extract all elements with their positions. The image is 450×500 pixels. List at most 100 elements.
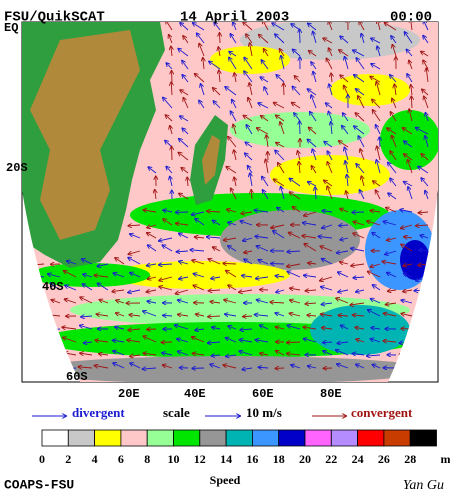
wind-vector [234,73,236,83]
wind-vector [263,190,269,200]
wind-vector [287,354,301,355]
wind-vector [377,46,381,57]
wind-vector [281,56,285,70]
wind-vector [327,151,333,161]
wind-vector [209,290,221,291]
wind-vector [371,328,381,329]
wind-vector [339,225,349,226]
legend-convergent: convergent [351,405,413,420]
colorbar-tick-label: 10 [168,452,180,466]
wind-vector [290,313,301,317]
lat-label: 20S [6,161,28,175]
wind-vector [147,233,157,239]
wind-vector [331,73,332,83]
wind-vector [309,128,317,135]
wind-vector [178,351,189,356]
wind-vector [425,136,429,148]
wind-vector [130,273,141,278]
wind-vector [210,302,221,303]
wind-vector [260,353,269,355]
wind-vector [342,126,349,135]
wind-vector [281,187,285,200]
wind-vector [231,111,237,122]
wind-vector [394,84,396,96]
wind-vector [416,128,429,135]
wind-vector [390,178,397,187]
wind-vector [404,141,413,148]
wind-vector [264,87,269,96]
colorbar-tick-label: 26 [378,452,390,466]
wind-vector [361,34,364,44]
wind-vector [147,225,157,228]
wind-vector [261,116,269,122]
wind-vector [377,146,381,161]
wind-vector [259,35,269,44]
wind-vector [311,95,317,109]
wind-vector [315,187,316,200]
wind-vector [376,190,381,200]
lon-label: 40E [184,387,206,401]
color-box [67,429,96,447]
wind-vector [361,176,364,187]
wind-vector [162,353,173,355]
wind-vector [351,248,365,252]
wind-vector [274,179,285,187]
wind-vector [390,75,397,83]
wind-vector [148,245,157,252]
wind-vector [322,303,333,304]
wind-vector [322,259,333,265]
wind-vector [313,32,317,44]
wind-vector [67,261,77,265]
lon-label: 60E [252,387,274,401]
wind-vector [309,51,317,57]
wind-vector [213,220,221,226]
colorbar-tick-label: 0 [39,452,45,466]
wind-vector [179,233,189,239]
wind-vector [370,339,381,343]
wind-vector [228,285,237,291]
wind-vector [195,219,205,226]
wind-vector [326,103,333,109]
colorbar-title: Speed [210,473,241,487]
wind-vector [258,260,269,265]
wind-vector [242,276,253,277]
author: Yan Gu [403,478,444,493]
wind-vector [81,316,93,317]
wind-vector [249,83,253,96]
wind-vector [166,167,173,174]
wind-vector [310,112,317,122]
wind-vector [280,122,285,135]
wind-vector [143,210,157,212]
wind-vector [324,180,333,187]
wind-vector [62,327,77,329]
wind-vector [245,142,253,148]
wind-vector [327,186,333,200]
wind-vector [147,264,157,266]
lat-label: 60S [66,370,88,384]
color-box [41,429,69,447]
wind-vector [192,260,205,265]
wind-vector [95,366,109,368]
wind-vector [340,36,349,44]
wind-vector [248,166,253,174]
wind-vector [255,315,269,316]
color-box [120,429,148,447]
wind-vector [356,58,365,70]
wind-vector [340,75,349,83]
wind-vector [354,75,365,83]
wind-vector [344,86,349,96]
wind-vector [244,251,253,253]
wind-vector [171,46,172,57]
wind-vector [336,298,349,304]
wind-vector [350,303,365,305]
wind-vector [250,173,252,187]
wind-vector [367,355,381,356]
wind-vector [224,300,237,304]
wind-vector [407,74,413,83]
colorbar-tick-label: 8 [144,452,150,466]
madagascar-highland [202,135,220,185]
wind-vector [257,300,269,304]
wind-vector [64,271,77,278]
wind-vector [353,277,365,278]
wind-vector [100,300,109,304]
